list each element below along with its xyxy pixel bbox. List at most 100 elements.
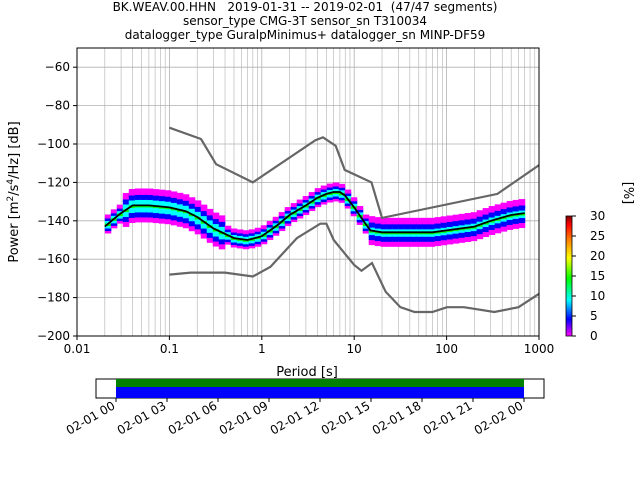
density-cell xyxy=(506,203,514,208)
density-cell xyxy=(392,242,400,247)
density-cell xyxy=(164,200,172,205)
density-cell xyxy=(134,198,142,203)
density-cell xyxy=(140,198,148,203)
density-cell xyxy=(458,216,466,221)
density-cell xyxy=(122,197,130,202)
density-cell xyxy=(374,222,382,227)
density-cell xyxy=(152,189,160,194)
density-cell xyxy=(188,197,196,202)
density-cell xyxy=(134,215,142,220)
density-cell xyxy=(470,229,478,234)
density-cell xyxy=(392,220,400,225)
density-cell xyxy=(470,212,478,217)
density-cell xyxy=(398,225,406,230)
density-cell xyxy=(266,221,274,226)
density-cell xyxy=(434,227,442,232)
density-cell xyxy=(410,220,418,225)
density-cell xyxy=(392,217,400,222)
density-cell xyxy=(302,211,310,216)
density-cell xyxy=(122,220,130,225)
density-cell xyxy=(158,192,166,197)
density-cell xyxy=(452,237,460,242)
density-cell xyxy=(506,218,514,223)
density-cell xyxy=(434,219,442,224)
density-cell xyxy=(320,198,328,203)
density-cell xyxy=(428,220,436,225)
density-cell xyxy=(152,194,160,199)
density-cell xyxy=(158,219,166,224)
density-cell xyxy=(194,210,202,215)
density-cell xyxy=(134,193,142,198)
density-cell xyxy=(200,212,208,217)
density-cell xyxy=(434,239,442,244)
density-cell xyxy=(404,237,412,242)
density-cell xyxy=(152,206,160,211)
density-cell xyxy=(428,227,436,232)
density-cell xyxy=(434,237,442,242)
density-cell xyxy=(146,218,154,223)
density-cell xyxy=(110,221,118,226)
x-tick-label: 0.01 xyxy=(64,342,91,356)
density-cell xyxy=(392,222,400,227)
density-cell xyxy=(458,228,466,233)
density-cell xyxy=(104,219,112,224)
density-cell xyxy=(230,228,238,233)
density-cell xyxy=(212,220,220,225)
density-cell xyxy=(290,203,298,208)
density-cell xyxy=(182,201,190,206)
density-cell xyxy=(440,218,448,223)
density-cell xyxy=(362,227,370,232)
density-cell xyxy=(218,217,226,222)
density-cell xyxy=(308,204,316,209)
density-cell xyxy=(122,195,130,200)
density-cell xyxy=(230,233,238,238)
density-cell xyxy=(212,217,220,222)
colorbar-tick-label: 20 xyxy=(590,249,605,263)
density-cell xyxy=(512,222,520,227)
density-cell xyxy=(164,215,172,220)
density-cell xyxy=(194,202,202,207)
density-cell xyxy=(470,227,478,232)
density-cell xyxy=(518,224,526,229)
density-cell xyxy=(500,205,508,210)
density-cell xyxy=(104,229,112,234)
density-cell xyxy=(278,212,286,217)
density-cell xyxy=(482,215,490,220)
density-cell xyxy=(170,213,178,218)
density-cell xyxy=(410,235,418,240)
time-tick-label: 02-01 15 xyxy=(319,398,373,437)
density-cell xyxy=(248,239,256,244)
density-cell xyxy=(302,206,310,211)
density-cell xyxy=(380,220,388,225)
density-cell xyxy=(212,237,220,242)
density-cell xyxy=(356,215,364,220)
density-cell xyxy=(182,206,190,211)
density-cell xyxy=(188,227,196,232)
density-cell xyxy=(242,232,250,237)
density-cell xyxy=(326,193,334,198)
colorbar-ticks: 0 5 10 15 20 25 30 xyxy=(572,209,605,343)
density-cell xyxy=(218,232,226,237)
time-tick-label: 02-01 09 xyxy=(217,398,271,437)
density-cell xyxy=(422,237,430,242)
time-tick-label: 02-01 12 xyxy=(268,398,322,437)
density-cell xyxy=(218,235,226,240)
density-cell xyxy=(146,196,154,201)
density-cell xyxy=(482,208,490,213)
density-cell xyxy=(242,242,250,247)
density-cell xyxy=(452,239,460,244)
density-cell xyxy=(152,209,160,214)
density-cell xyxy=(446,215,454,220)
density-cell xyxy=(446,240,454,245)
density-cell xyxy=(482,225,490,230)
density-cell xyxy=(428,235,436,240)
density-cell xyxy=(122,215,130,220)
density-cell xyxy=(104,226,112,231)
density-cell xyxy=(242,240,250,245)
density-cell xyxy=(146,208,154,213)
density-cell xyxy=(278,227,286,232)
density-cell xyxy=(398,227,406,232)
density-cell xyxy=(308,207,316,212)
density-cell xyxy=(308,202,316,207)
